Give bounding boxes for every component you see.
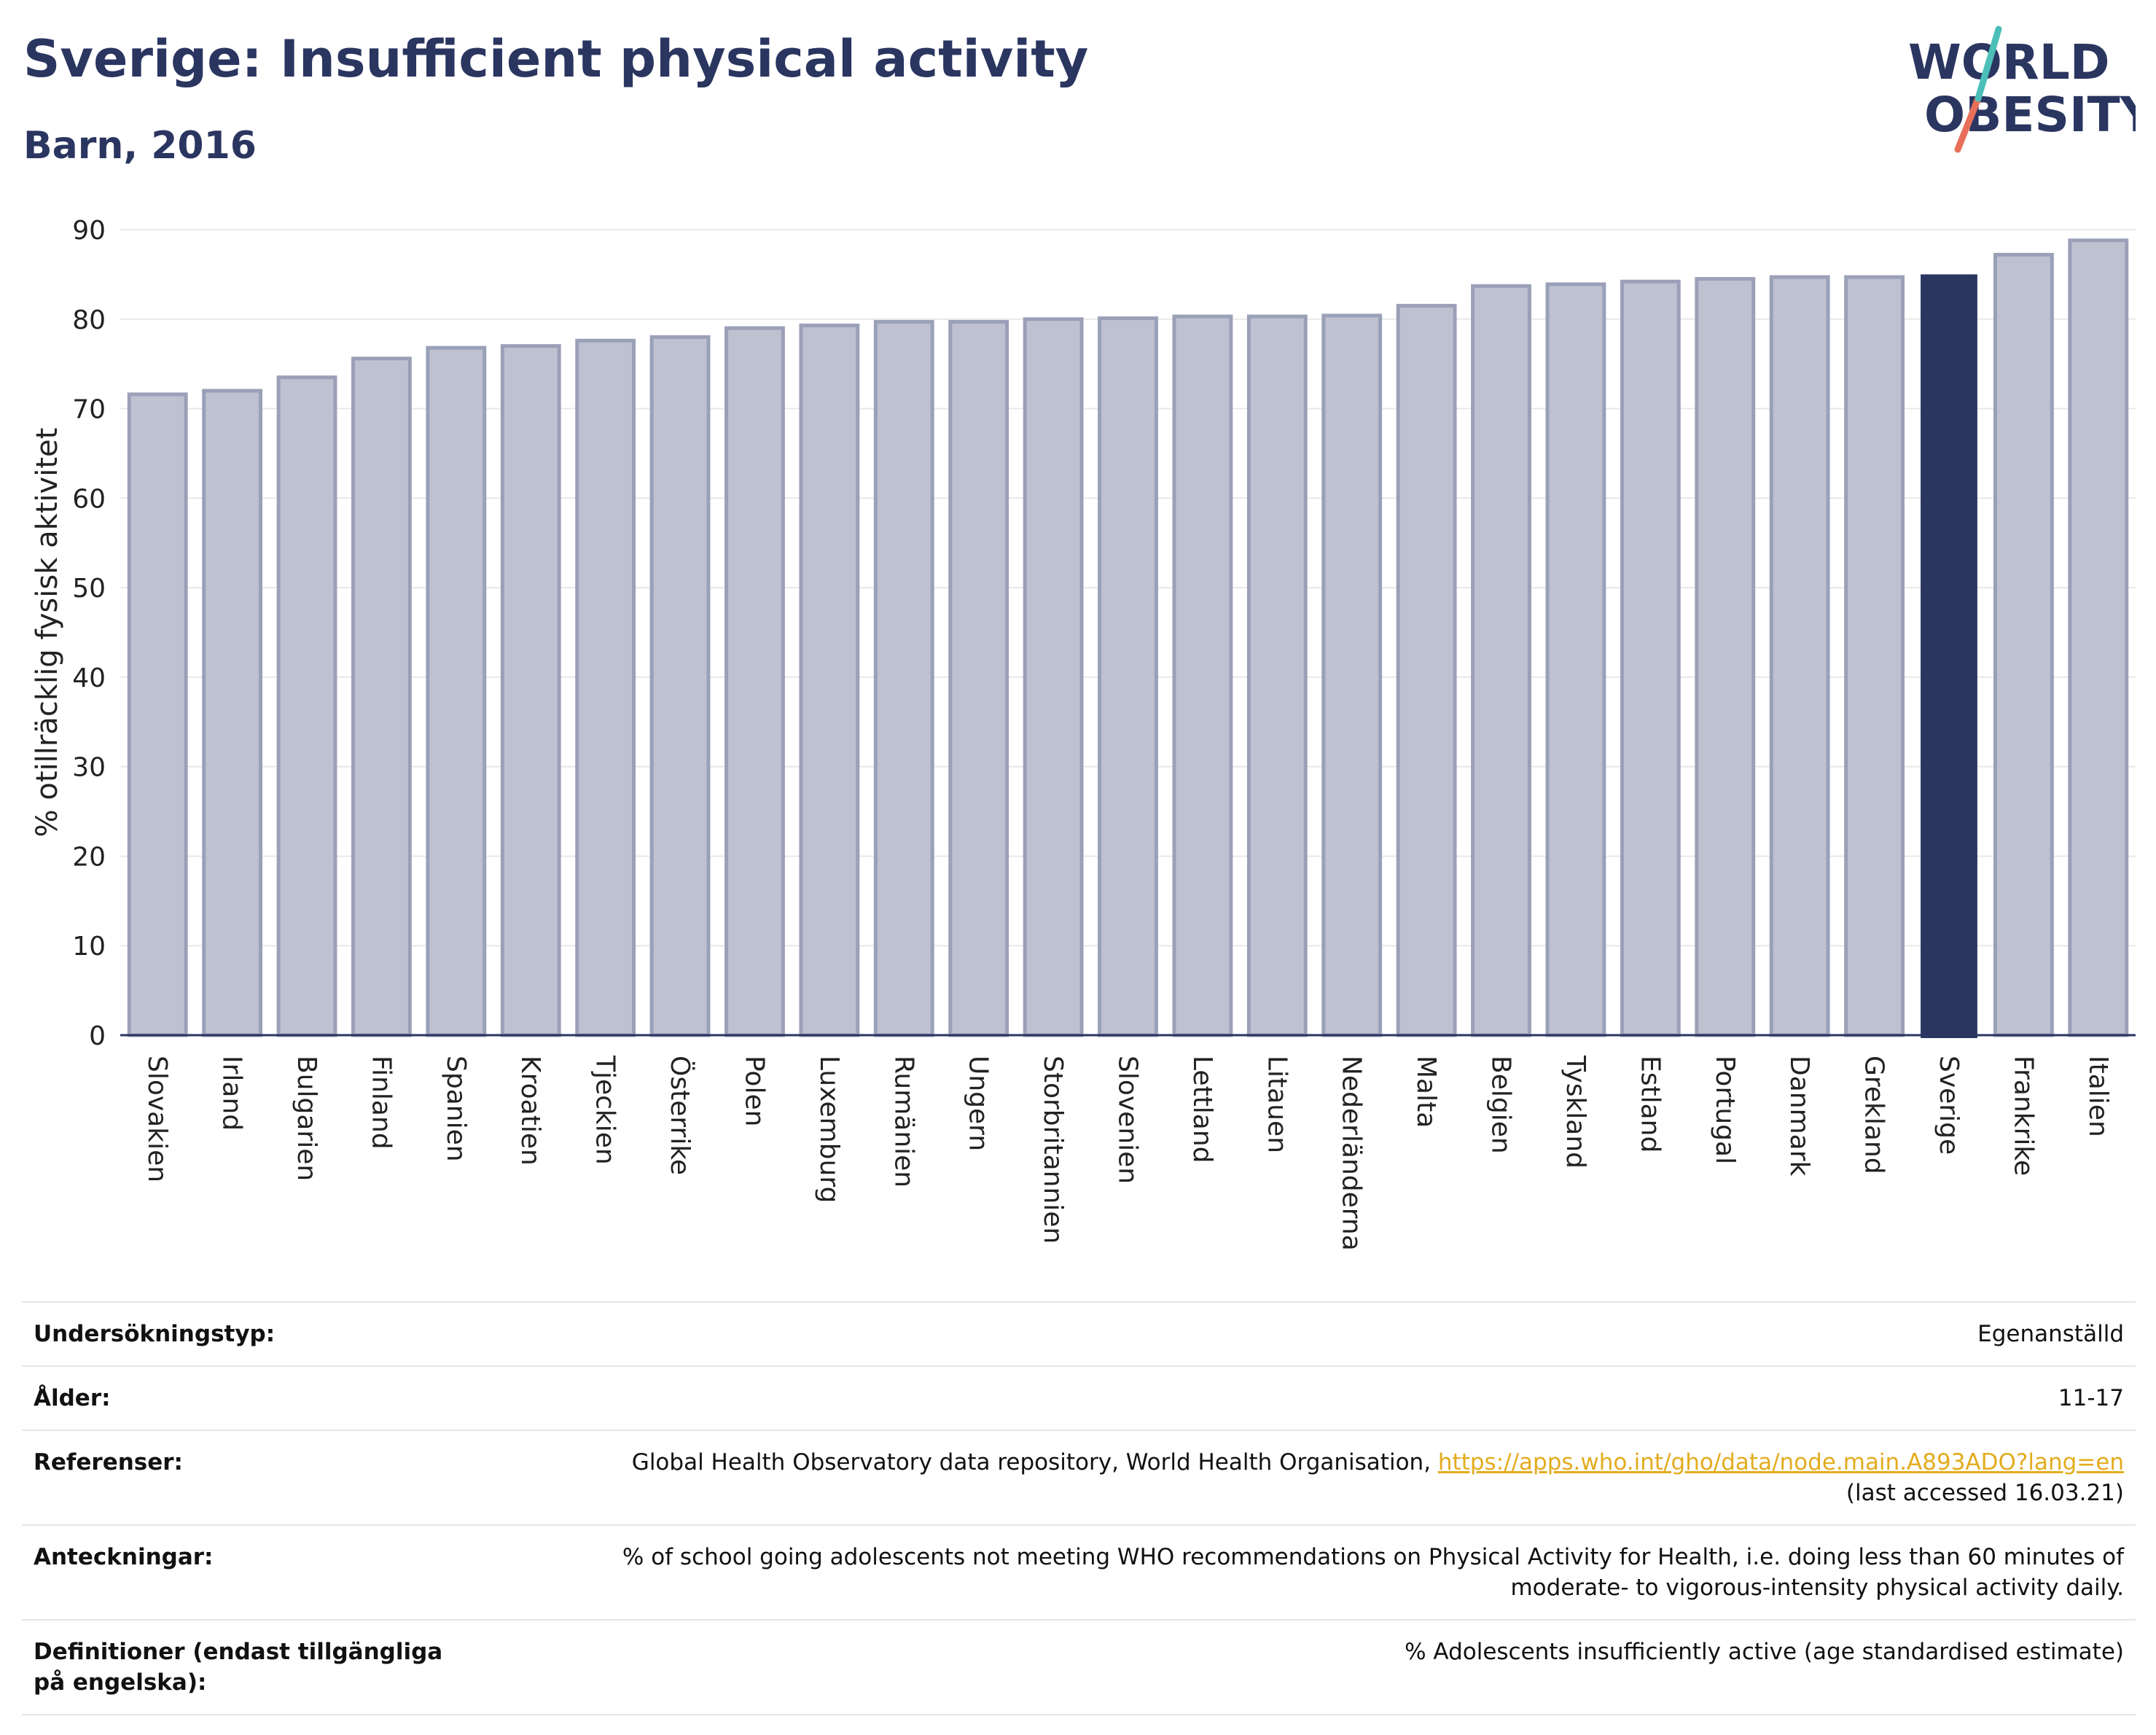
bar [873,319,934,1037]
y-tick-label: 20 [72,842,106,872]
info-row-age: Ålder: 11-17 [22,1366,2136,1430]
info-key: Ålder: [34,1385,111,1411]
y-tick-label: 40 [72,663,106,693]
notes-text-line1: % of school going adolescents not meetin… [622,1544,2124,1570]
bar [500,344,561,1037]
info-key: Definitioner (endast tillgängliga på eng… [34,1639,443,1696]
info-table: Undersökningstyp: Egenanställd Ålder: 11… [22,1301,2136,1715]
y-tick-label: 80 [72,305,106,335]
logo-slash-lower [1954,95,1982,153]
x-tick-label: Estland [1635,1056,1665,1153]
bar [426,346,487,1037]
x-tick-label: Tyskland [1561,1055,1590,1169]
reference-link[interactable]: https://apps.who.int/gho/data/node.main.… [1437,1449,2124,1475]
x-tick-label: Storbritannien [1038,1056,1068,1244]
y-tick-label: 10 [72,932,106,962]
x-tick-label: Slovenien [1113,1056,1143,1184]
info-row-references: Referenser: Global Health Observatory da… [22,1430,2136,1525]
bar [1471,284,1531,1037]
bar [1321,313,1383,1037]
bar [276,375,337,1037]
y-tick-label: 90 [72,216,106,246]
x-tick-label: Lettland [1187,1056,1217,1163]
y-tick-label: 70 [72,395,106,425]
bar [351,356,412,1037]
x-tick-label: Litauen [1262,1056,1292,1153]
x-tick-label: Sverige [1934,1056,1964,1155]
info-row-survey-type: Undersökningstyp: Egenanställd [22,1302,2136,1366]
y-tick-label: 30 [72,753,106,783]
x-tick-label: Portugal [1710,1056,1740,1164]
reference-access-date: (last accessed 16.03.21) [1846,1480,2124,1506]
info-value: 11-17 [2058,1385,2124,1411]
x-tick-label: Rumänien [888,1056,918,1188]
logo-word-world: WORLD [1908,34,2110,90]
reference-text: Global Health Observatory data repositor… [631,1449,1438,1475]
bar [724,326,785,1037]
bar [1921,274,1977,1038]
notes-text-line2: moderate- to vigorous-intensity physical… [1510,1575,2124,1601]
bar [1172,314,1233,1037]
chart-subtitle: Barn, 2016 [23,124,257,168]
bar [1023,317,1084,1037]
bar [948,319,1009,1037]
bar [575,338,636,1037]
x-tick-label: Danmark [1784,1056,1814,1177]
x-tick-label: Malta [1411,1056,1441,1128]
x-tick-label: Frankrike [2008,1056,2038,1176]
x-tick-label: Ungern [964,1056,993,1151]
x-tick-label: Spanien [441,1056,471,1162]
bar [1620,279,1681,1037]
bar-chart: 0 10 20 30 40 50 60 70 80 90 % otillräcklig fysisk… [31,216,2136,1251]
bar [799,323,860,1037]
x-tick-label: Luxemburg [814,1056,844,1203]
y-axis-label: % otillräcklig fysisk aktivitet [31,428,64,838]
x-tick-label: Tjeckien [590,1055,620,1165]
x-tick-label: Finland [366,1056,396,1150]
x-tick-label: Slovakien [142,1056,172,1182]
info-value: Egenanställd [1977,1321,2124,1347]
x-tick-label: Österrike [665,1056,695,1175]
info-key: Undersökningstyp: [34,1321,276,1347]
info-key: Anteckningar: [34,1544,214,1570]
world-obesity-logo: WORLD OBESITY [1908,26,2136,153]
y-tick-label: 60 [72,484,106,514]
x-tick-label: Polen [739,1056,769,1126]
info-value: % Adolescents insufficiently active (age… [1405,1639,2124,1665]
info-row-notes: Anteckningar: % of school going adolesce… [22,1525,2136,1620]
logo-slash-upper [1975,26,2002,102]
bar [1545,282,1606,1037]
bar [127,392,188,1037]
x-tick-label: Belgien [1486,1056,1516,1154]
x-tick-label: Kroatien [515,1056,545,1166]
bar [1396,303,1457,1037]
chart-title: Sverige: Insufficient physical activity [23,29,1089,89]
logo-word-obesity: OBESITY [1924,87,2136,143]
bar [1098,316,1158,1037]
bar [2068,238,2129,1037]
x-tick-label: Grekland [1859,1056,1889,1174]
bar [202,389,263,1037]
y-tick-label: 0 [89,1021,106,1051]
x-tick-label: Italien [2083,1056,2113,1137]
bar [1246,314,1308,1037]
bar [1844,275,1905,1037]
bar [1769,275,1830,1037]
y-tick-label: 50 [72,574,106,604]
bar [1993,252,2054,1037]
x-tick-label: Irland [217,1056,247,1131]
info-key: Referenser: [34,1449,183,1475]
x-tick-label: Nederländerna [1337,1056,1367,1251]
info-row-definitions: Definitioner (endast tillgängliga på eng… [22,1620,2136,1715]
bar [649,335,711,1037]
bar [1695,277,1756,1037]
x-tick-label: Bulgarien [292,1056,321,1181]
